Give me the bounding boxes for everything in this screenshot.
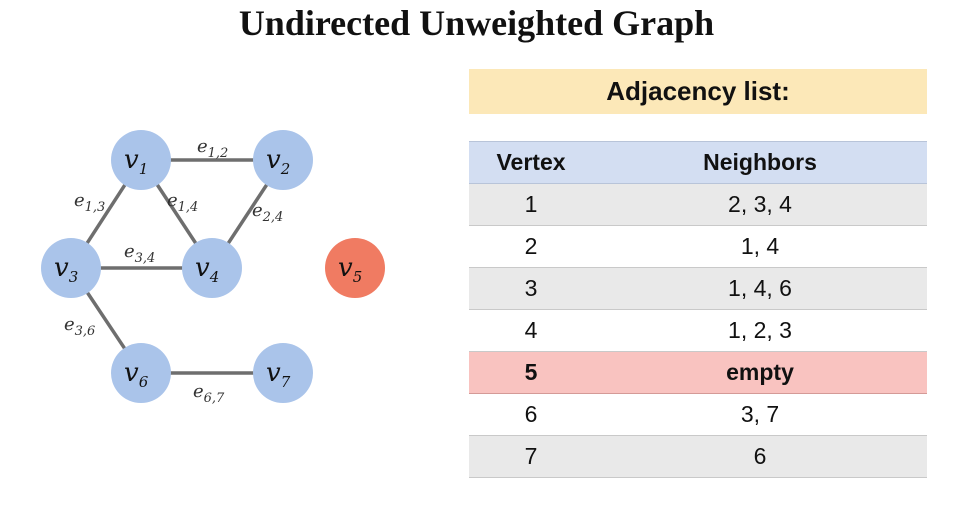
- edge-label-1-3: e1,3: [74, 190, 105, 215]
- edge-label-1-2: e1,2: [197, 136, 228, 161]
- table-header-row: Vertex Neighbors: [469, 141, 927, 184]
- neighbors-column-header: Neighbors: [593, 141, 927, 184]
- vertex-column-header: Vertex: [469, 141, 593, 184]
- nodes-layer: v1 v2 v3 v4 v5 v6 v7: [41, 130, 385, 403]
- node-v3: v3: [41, 238, 101, 298]
- table-row: 6 3, 7: [469, 393, 927, 436]
- page-title: Undirected Unweighted Graph: [238, 3, 715, 43]
- table-row: 7 6: [469, 435, 927, 478]
- node-circle: [325, 238, 385, 298]
- vertex-cell: 3: [469, 267, 593, 310]
- table-row: 2 1, 4: [469, 225, 927, 268]
- neighbors-cell: empty: [593, 351, 927, 394]
- edge-label-2-4: e2,4: [252, 200, 283, 225]
- neighbors-cell: 1, 2, 3: [593, 309, 927, 352]
- vertex-cell: 5: [469, 351, 593, 394]
- neighbors-cell: 3, 7: [593, 393, 927, 436]
- edge-label-1-4: e1,4: [167, 190, 198, 215]
- vertex-cell: 1: [469, 183, 593, 226]
- vertex-cell: 4: [469, 309, 593, 352]
- node-circle: [253, 343, 313, 403]
- table-row: 4 1, 2, 3: [469, 309, 927, 352]
- node-circle: [41, 238, 101, 298]
- node-v1: v1: [111, 130, 171, 190]
- adjacency-list-title: Adjacency list:: [469, 69, 927, 114]
- edge-label-6-7: e6,7: [193, 381, 225, 406]
- node-v5: v5: [325, 238, 385, 298]
- table-row: 1 2, 3, 4: [469, 183, 927, 226]
- edge-label-3-6: e3,6: [64, 314, 95, 339]
- node-v7: v7: [253, 343, 313, 403]
- neighbors-cell: 1, 4: [593, 225, 927, 268]
- neighbors-cell: 6: [593, 435, 927, 478]
- table-row: 3 1, 4, 6: [469, 267, 927, 310]
- edge-label-3-4: e3,4: [124, 241, 155, 266]
- node-v4: v4: [182, 238, 242, 298]
- adjacency-table: Vertex Neighbors 1 2, 3, 4 2 1, 4 3 1, 4…: [469, 141, 927, 478]
- neighbors-cell: 1, 4, 6: [593, 267, 927, 310]
- table-row-highlighted: 5 empty: [469, 351, 927, 394]
- node-circle: [111, 343, 171, 403]
- node-circle: [111, 130, 171, 190]
- vertex-cell: 7: [469, 435, 593, 478]
- neighbors-cell: 2, 3, 4: [593, 183, 927, 226]
- node-v6: v6: [111, 343, 171, 403]
- node-circle: [253, 130, 313, 190]
- vertex-cell: 2: [469, 225, 593, 268]
- node-v2: v2: [253, 130, 313, 190]
- node-circle: [182, 238, 242, 298]
- vertex-cell: 6: [469, 393, 593, 436]
